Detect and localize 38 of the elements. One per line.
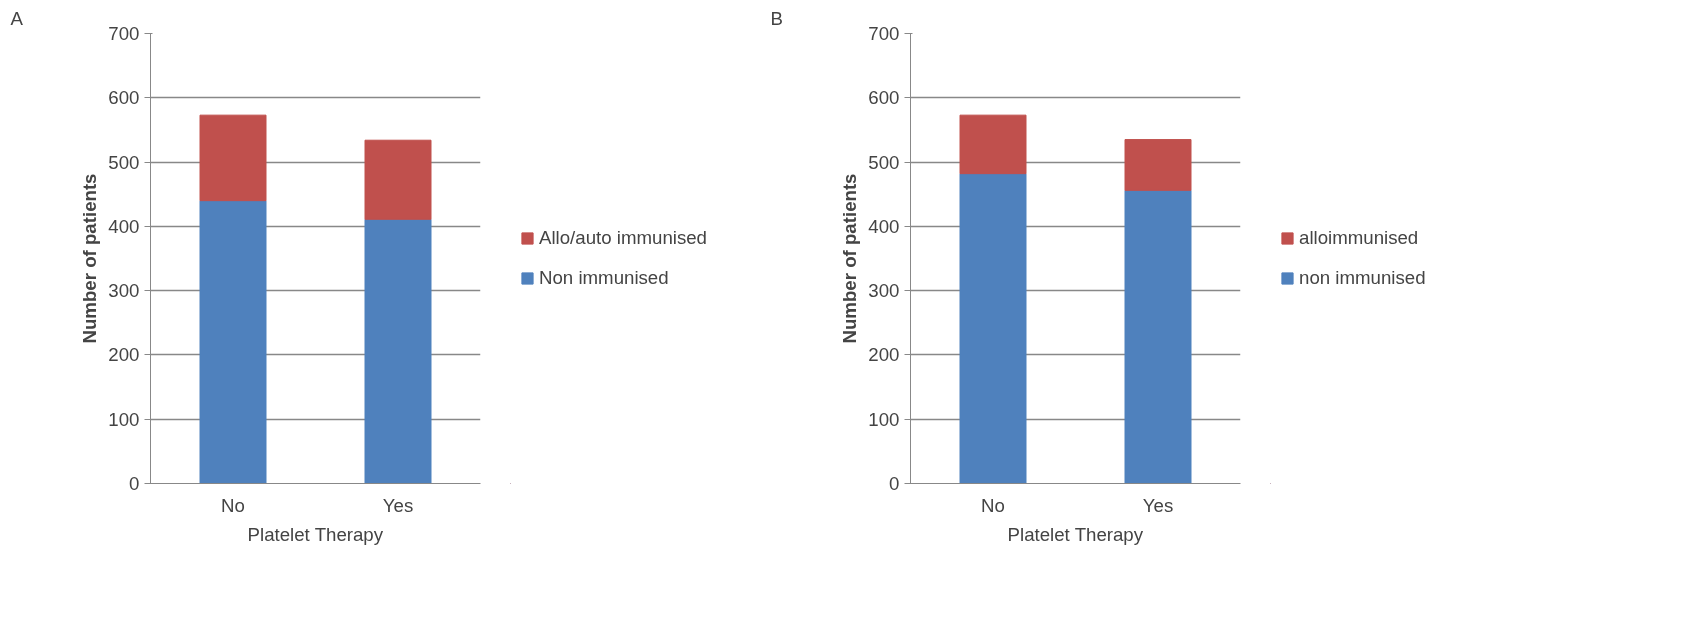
- y-axis-title: Number of patients: [839, 173, 861, 344]
- bar: [364, 139, 432, 220]
- y-tick-label: 600: [108, 87, 140, 109]
- text: B: [770, 7, 783, 29]
- y-tick-label: 500: [868, 151, 900, 173]
- x-tick-label: No: [981, 494, 1005, 516]
- y-tick-label: 500: [108, 151, 140, 173]
- y-tick-label: 400: [868, 215, 900, 237]
- legend-label: non immunised: [1299, 267, 1426, 289]
- x-axis-title: Platelet Therapy: [247, 523, 384, 545]
- bar: [959, 114, 1027, 175]
- legend-label: Non immunised: [539, 267, 669, 289]
- y-tick-label: 400: [108, 215, 140, 237]
- x-tick-label: Yes: [382, 494, 414, 516]
- y-tick-label: 200: [868, 344, 900, 366]
- y-tick-label: 100: [108, 408, 140, 430]
- legend-label: Allo/auto immunised: [539, 227, 707, 249]
- bar: [199, 200, 267, 484]
- y-tick-label: 0: [129, 473, 140, 494]
- y-tick-label: 700: [868, 23, 900, 44]
- bar: [1124, 139, 1192, 191]
- y-tick-label: 300: [868, 280, 900, 302]
- bar: [199, 114, 267, 202]
- x-tick-label: No: [221, 494, 245, 516]
- y-tick-label: 600: [868, 87, 900, 109]
- y-tick-label: 700: [108, 23, 140, 44]
- x-axis-title: Platelet Therapy: [1007, 523, 1144, 545]
- bar: [1124, 189, 1192, 484]
- y-tick-label: 200: [108, 344, 140, 366]
- y-tick-label: 100: [868, 408, 900, 430]
- bar: [959, 173, 1027, 484]
- x-tick-label: Yes: [1142, 494, 1174, 516]
- y-axis-title: Number of patients: [79, 173, 101, 344]
- text: A: [10, 7, 24, 29]
- legend-label: alloimmunised: [1299, 227, 1419, 249]
- bar: [364, 218, 432, 484]
- y-tick-label: 300: [108, 280, 140, 302]
- y-tick-label: 0: [889, 473, 900, 494]
